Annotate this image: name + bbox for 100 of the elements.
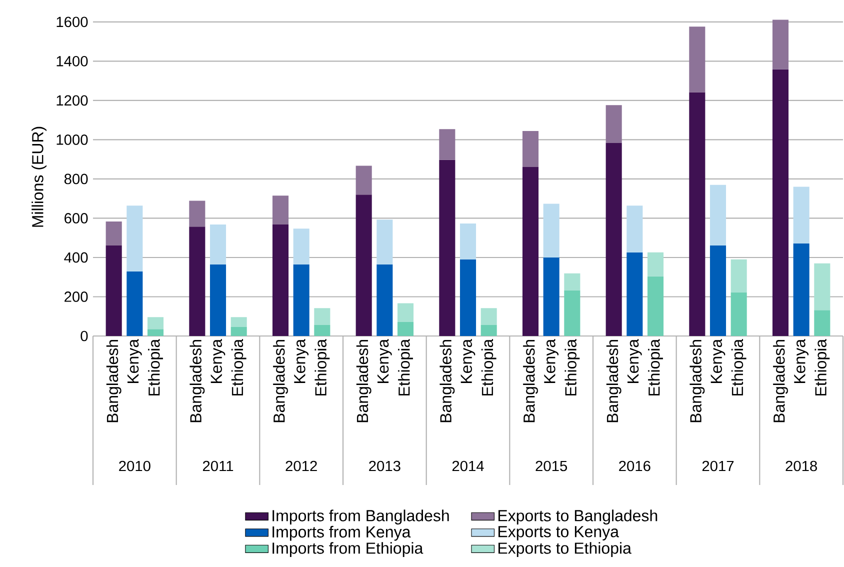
bar (543, 257, 560, 336)
bar (147, 329, 164, 336)
bar (356, 194, 372, 336)
bar (230, 317, 247, 327)
bar (356, 166, 372, 195)
text: 2016 (619, 460, 650, 472)
y-tick-label: 800 (64, 174, 88, 184)
text: 2010 (119, 460, 150, 472)
bar (647, 252, 664, 276)
bar (564, 290, 580, 336)
legend-label: Exports to Kenya (498, 526, 619, 540)
x-tick-label: Ethiopia (398, 338, 413, 396)
y-tick-label: 1200 (56, 95, 88, 106)
bar (106, 246, 122, 336)
bar (460, 224, 476, 260)
x-tick-label: Bangladesh (106, 340, 122, 422)
bar (564, 273, 580, 290)
bar (626, 206, 643, 252)
x-tick-label: Bangladesh (690, 340, 705, 422)
y-axis-title: Millions (EUR) (32, 126, 47, 227)
bar (210, 224, 226, 264)
bar (772, 69, 789, 336)
bar (189, 200, 206, 227)
x-tick-label: Kenya (128, 338, 142, 383)
x-tick-label: Bangladesh (273, 340, 288, 422)
text: 2015 (536, 460, 568, 472)
text: 2018 (786, 460, 817, 472)
bar (814, 263, 830, 310)
bar (272, 224, 289, 336)
bar (314, 325, 330, 336)
bar (480, 308, 497, 325)
x-tick-label: Kenya (794, 338, 808, 383)
bar (606, 143, 622, 336)
text: 2012 (286, 460, 317, 472)
bar (710, 246, 726, 336)
bar (730, 259, 747, 292)
bar (126, 206, 143, 272)
bar (689, 92, 706, 336)
bar (189, 226, 206, 336)
bar (647, 276, 664, 336)
x-tick-label: Bangladesh (190, 340, 205, 422)
x-tick-label: Bangladesh (356, 340, 372, 422)
x-tick-label: Kenya (628, 338, 642, 383)
bar (376, 264, 393, 336)
bar (522, 166, 539, 336)
y-tick-label: 600 (64, 213, 88, 224)
x-tick-label: Kenya (544, 338, 558, 383)
bar (793, 244, 810, 336)
x-tick-label: Kenya (294, 338, 309, 383)
bar (397, 303, 414, 322)
y-tick-label: 400 (64, 252, 88, 263)
y-tick-label: 200 (64, 292, 88, 302)
bar (439, 160, 456, 336)
y-tick-label: 0 (80, 330, 88, 342)
bar (210, 264, 226, 336)
bar (230, 326, 247, 336)
bar (376, 220, 393, 264)
bar (814, 310, 830, 336)
x-tick-label: Kenya (710, 338, 726, 383)
bar (293, 264, 310, 336)
bar (314, 308, 330, 325)
x-tick-label: Kenya (210, 338, 226, 383)
x-tick-label: Kenya (378, 338, 392, 383)
legend-label: Imports from Kenya (272, 526, 411, 541)
bar (272, 196, 289, 224)
bar (126, 271, 143, 336)
x-tick-label: Bangladesh (523, 340, 538, 422)
bar (293, 228, 310, 264)
text: 2011 (202, 460, 234, 472)
bar (147, 317, 164, 330)
y-tick-label: 1400 (56, 56, 88, 66)
x-tick-label: Ethiopia (148, 338, 163, 396)
bar (793, 186, 810, 244)
y-tick-label: 1600 (56, 16, 88, 28)
text: 2013 (369, 460, 400, 472)
x-tick-label: Ethiopia (314, 338, 330, 396)
x-tick-label: Ethiopia (648, 338, 663, 396)
bar (439, 129, 456, 160)
legend-label: Exports to Bangladesh (498, 510, 658, 525)
bar (772, 20, 789, 70)
legend-label: Exports to Ethiopia (498, 542, 632, 558)
bar (522, 131, 539, 167)
x-tick-label: Ethiopia (731, 338, 746, 396)
x-tick-label: Kenya (460, 338, 476, 383)
bar (689, 26, 706, 92)
bar (730, 292, 747, 336)
bar (543, 204, 560, 258)
x-tick-label: Bangladesh (606, 340, 622, 422)
bar (606, 105, 622, 144)
x-tick-label: Ethiopia (814, 338, 830, 396)
x-tick-label: Ethiopia (231, 338, 246, 396)
bar (710, 184, 726, 246)
text: 2014 (452, 460, 484, 472)
bar (626, 252, 643, 336)
bar (460, 259, 476, 336)
text: 2017 (702, 460, 734, 472)
x-tick-label: Bangladesh (440, 340, 455, 422)
x-tick-label: Ethiopia (481, 338, 496, 396)
bar (106, 222, 122, 246)
bar (397, 322, 414, 336)
